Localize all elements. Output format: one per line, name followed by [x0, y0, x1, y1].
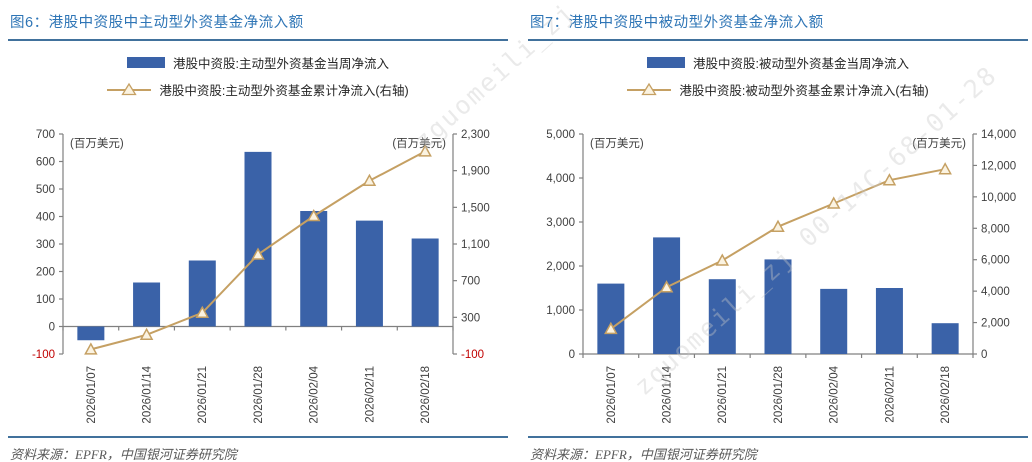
x-axis-label: 2026/02/18: [940, 366, 952, 424]
line-marker-icon: [826, 196, 841, 209]
left-axis-unit-label: (百万美元): [590, 136, 644, 150]
legend-label: 港股中资股:被动型外资基金累计净流入(右轴): [679, 83, 929, 98]
line-marker-icon: [659, 280, 674, 293]
line-marker-icon: [251, 247, 265, 260]
right-axis-tick-label: 8,000: [981, 223, 1010, 235]
line-marker-icon: [84, 342, 98, 355]
source-note: 资料来源：EPFR，中国银河证券研究院: [8, 436, 508, 462]
legend-line-swatch-icon: [627, 82, 672, 96]
x-axis-label: 2026/02/11: [884, 366, 896, 423]
x-axis-label: 2026/01/21: [717, 366, 729, 424]
x-axis-label: 2026/02/11: [364, 366, 376, 423]
line-marker-icon: [938, 162, 952, 175]
legend-item-cumulative: 港股中资股:被动型外资基金累计净流入(右轴): [627, 80, 929, 98]
x-axis-label: 2026/01/28: [773, 366, 785, 424]
left-axis-tick-label: 0: [49, 322, 55, 334]
legend-item-cumulative: 港股中资股:主动型外资基金累计净流入(右轴): [107, 80, 409, 98]
line-marker-icon: [195, 305, 210, 318]
right-axis-tick-label: -100: [461, 349, 484, 361]
x-axis-label: 2026/01/28: [253, 366, 265, 424]
x-axis-label: 2026/01/07: [86, 366, 98, 424]
x-axis-label: 2026/01/21: [197, 366, 209, 424]
chart-panel-fig7: 图7：港股中资股中被动型外资基金净流入额 港股中资股:被动型外资基金当周净流入 …: [528, 8, 1028, 462]
line-marker-icon: [139, 327, 154, 340]
bar: [244, 151, 272, 327]
left-axis-tick-label: 400: [36, 212, 55, 224]
line-marker-icon: [604, 321, 618, 335]
legend-bar-swatch-icon: [127, 56, 165, 68]
x-axis-label: 2026/02/04: [829, 365, 841, 423]
bar: [875, 288, 903, 354]
bar: [355, 220, 383, 327]
bar: [77, 326, 105, 341]
chart-title-fig7: 图7：港股中资股中被动型外资基金净流入额: [528, 8, 1028, 41]
bar: [597, 283, 625, 354]
line-marker-icon: [306, 208, 321, 222]
bar: [133, 282, 161, 327]
legend-line-swatch-icon: [107, 82, 152, 96]
right-axis-tick-label: 1,100: [461, 239, 490, 251]
right-axis-tick-label: 700: [461, 276, 480, 288]
legend-item-weekly: 港股中资股:被动型外资基金当周净流入: [647, 53, 909, 71]
right-axis-tick-label: 12,000: [981, 160, 1016, 172]
right-axis-tick-label: 1,500: [461, 202, 490, 214]
bar: [411, 238, 439, 327]
right-axis-tick-label: 6,000: [981, 255, 1010, 267]
legend-fig6: 港股中资股:主动型外资基金当周净流入 港股中资股:主动型外资基金累计净流入(右轴…: [8, 53, 508, 98]
legend-fig7: 港股中资股:被动型外资基金当周净流入 港股中资股:被动型外资基金累计净流入(右轴…: [528, 53, 1028, 98]
legend-bar-swatch-icon: [647, 56, 685, 68]
line-marker-icon: [362, 173, 377, 186]
right-axis-tick-label: 4,000: [981, 286, 1010, 298]
left-axis-tick-label: 2,000: [546, 261, 575, 273]
left-axis-tick-label: -100: [32, 349, 55, 361]
bar: [931, 323, 959, 354]
left-axis-tick-label: 300: [36, 239, 55, 251]
left-axis-tick-label: 200: [36, 267, 55, 279]
x-axis-label: 2026/01/14: [141, 365, 153, 423]
right-axis-unit-label: (百万美元): [912, 136, 966, 150]
right-axis-tick-label: 300: [461, 312, 480, 324]
chart-title-fig6: 图6：港股中资股中主动型外资基金净流入额: [8, 8, 508, 41]
bar-line-chart-fig7: 0 1,000 2,000 3,000 4,000 5,000 0 2,000 4,000 6,0…: [546, 129, 1016, 424]
bar: [764, 259, 792, 354]
line-marker-icon: [715, 253, 730, 266]
left-axis-tick-label: 100: [36, 294, 55, 306]
right-axis-tick-label: 14,000: [981, 129, 1016, 141]
legend-item-weekly: 港股中资股:主动型外资基金当周净流入: [127, 53, 389, 71]
left-axis-tick-label: 3,000: [546, 217, 575, 229]
source-note: 资料来源：EPFR，中国银河证券研究院: [528, 436, 1028, 462]
bar-line-chart-fig6: -100 0 100 200 300 400 500 600 700 -100 300 700 1,10…: [32, 129, 490, 424]
x-axis-label: 2026/02/18: [420, 366, 432, 424]
legend-label: 港股中资股:主动型外资基金累计净流入(右轴): [159, 83, 409, 98]
left-axis-unit-label: (百万美元): [70, 136, 124, 150]
left-axis-tick-label: 0: [569, 349, 575, 361]
legend-label: 港股中资股:被动型外资基金当周净流入: [693, 56, 909, 71]
bar: [820, 288, 848, 354]
x-axis-label: 2026/02/04: [309, 365, 321, 423]
line-marker-icon: [418, 144, 432, 157]
right-axis-tick-label: 0: [981, 349, 987, 361]
left-axis-tick-label: 5,000: [546, 129, 575, 141]
left-axis-tick-label: 700: [36, 129, 55, 141]
left-axis-tick-label: 1,000: [546, 305, 575, 317]
right-axis-unit-label: (百万美元): [392, 136, 446, 150]
line-marker-icon: [771, 219, 785, 232]
left-axis-tick-label: 4,000: [546, 173, 575, 185]
right-axis-tick-label: 1,900: [461, 166, 490, 178]
bar: [708, 279, 736, 354]
left-axis-tick-label: 500: [36, 184, 55, 196]
chart-panel-fig6: 图6：港股中资股中主动型外资基金净流入额 港股中资股:主动型外资基金当周净流入 …: [8, 8, 508, 462]
line-marker-icon: [882, 173, 897, 186]
right-axis-tick-label: 2,000: [981, 318, 1010, 330]
x-axis-label: 2026/01/14: [661, 365, 673, 423]
legend-label: 港股中资股:主动型外资基金当周净流入: [173, 56, 389, 71]
x-axis-label: 2026/01/07: [606, 366, 618, 424]
right-axis-tick-label: 10,000: [981, 192, 1016, 204]
right-axis-tick-label: 2,300: [461, 129, 490, 141]
bar: [300, 211, 328, 327]
bar: [653, 237, 681, 354]
left-axis-tick-label: 600: [36, 157, 55, 169]
